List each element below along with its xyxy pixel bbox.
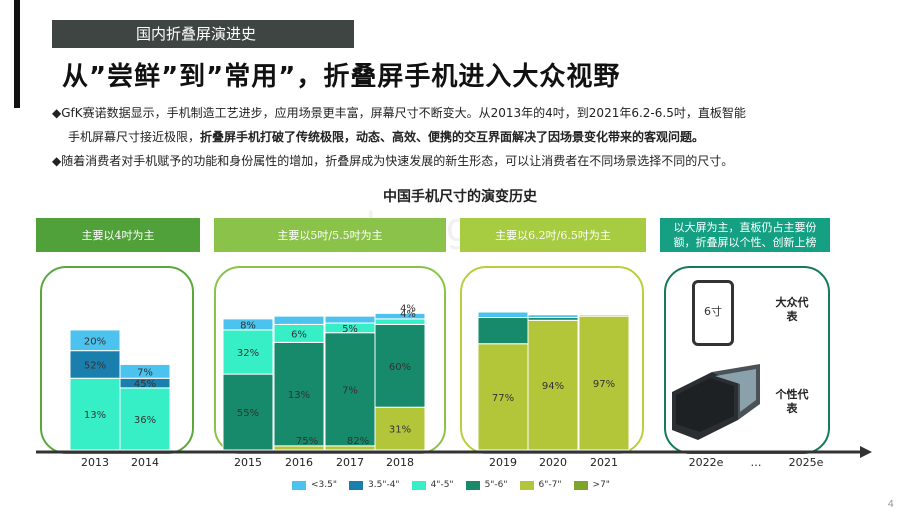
legend-label: 6"-7" — [538, 480, 562, 490]
bars-layer — [69, 311, 630, 451]
x-tick-2014: 2014 — [131, 456, 159, 469]
legend-swatch — [465, 480, 480, 490]
bar-segment-2021-lt3.5 — [578, 314, 630, 317]
personal-representative-label: 个性代表 — [775, 388, 809, 415]
bullet-1-line-1: ◆GfK赛诺数据显示，手机制造工艺进步，应用场景更丰富，屏幕尺寸不断变大。从20… — [52, 106, 746, 120]
legend-item: >7" — [573, 480, 610, 490]
axis-layer: 2013 2014 2015 2016 2017 2018 2019 2020 2021 2022… — [36, 446, 872, 469]
legend-swatch — [349, 480, 363, 490]
group-header-5in: 主要以5吋/5.5吋为主 — [214, 218, 446, 252]
bar-label-2013-lt3.5: 20% — [84, 336, 106, 347]
legend-item: 3.5"-4" — [349, 480, 400, 490]
legend: <3.5" 3.5"-4" 4"-5" 5"-6" 6"-7" >7" — [292, 480, 610, 490]
bar-label-2014-4-5: 36% — [134, 415, 156, 426]
bar-segment-2021-6-7 — [578, 315, 630, 451]
bar-segment-2016-5-6 — [273, 341, 325, 447]
legend-item: 5"-6" — [465, 480, 508, 490]
legend-swatch — [292, 480, 306, 490]
bar-label-2017-6-7: 82% — [347, 436, 369, 447]
bar-segment-2019-6-7 — [477, 343, 529, 451]
bar-segment-2015-4-5 — [222, 329, 274, 375]
legend-swatch — [573, 480, 588, 490]
bullet-1-plain: 手机屏幕尺寸接近极限， — [68, 130, 201, 144]
bar-segment-2019-lt3.5 — [477, 311, 529, 319]
bar-segment-2017-lt3.5 — [324, 315, 376, 324]
legend-label: <3.5" — [311, 480, 337, 490]
legend-item: 6"-7" — [519, 480, 562, 490]
group-header-large: 以大屏为主，直板仍占主要份额，折叠屏以个性、创新上榜 — [660, 218, 830, 252]
bar-label-2013-4-5: 13% — [84, 410, 106, 421]
legend-label: 5"-6" — [484, 480, 508, 490]
bar-segment-2018-lt3.5 — [374, 312, 426, 320]
page-title: 从”尝鲜”到”常用”，折叠屏手机进入大众视野 — [62, 62, 621, 92]
bar-label-2021-6-7: 97% — [593, 379, 615, 390]
bar-segment-2019-5-6 — [477, 317, 529, 345]
x-tick-forecast-0: 2022e — [689, 456, 724, 469]
chart-title: 中国手机尺寸的演变历史 — [383, 189, 537, 205]
x-tick-2013: 2013 — [81, 456, 109, 469]
x-tick-2018: 2018 — [386, 456, 414, 469]
x-tick-forecast-1: … — [751, 456, 762, 469]
bar-label-2013-3.5-4: 52% — [84, 360, 106, 371]
legend-label: 4"-5" — [430, 480, 454, 490]
bar-label-2018-lt3.5: 4% — [400, 303, 416, 314]
legend-item: <3.5" — [292, 480, 337, 490]
x-tick-2017: 2017 — [336, 456, 364, 469]
bar-segment-2013-3.5-4 — [69, 350, 121, 379]
foldable-phone-icon — [672, 364, 760, 440]
bar-label-2018-5-6: 60% — [389, 362, 411, 373]
bar-segment-2018-5-6 — [374, 323, 426, 408]
bar-label-2016-6-7: 75% — [296, 436, 318, 447]
legend-swatch — [519, 480, 534, 490]
bar-segment-2014-lt3.5 — [119, 363, 171, 379]
bar-label-2014-3.5-4: 45% — [134, 379, 156, 390]
bar-segment-2015-lt3.5 — [222, 318, 274, 331]
bar-label-2015-lt3.5: 8% — [240, 320, 256, 331]
bar-label-2016-4-5: 6% — [291, 329, 307, 340]
bar-label-2018-6-7: 31% — [389, 425, 411, 436]
mass-representative-label: 大众代表 — [775, 296, 809, 323]
bar-segment-2016-lt3.5 — [273, 315, 325, 325]
bar-segment-2014-4-5 — [119, 387, 171, 451]
section-tag: 国内折叠屏演进史 — [52, 20, 354, 48]
bar-label-2015-5-6: 55% — [237, 408, 259, 419]
group-header-4in: 主要以4吋为主 — [36, 218, 200, 252]
x-tick-2020: 2020 — [539, 456, 567, 469]
x-axis-arrow — [860, 446, 872, 458]
bar-label-2016-5-6: 13% — [288, 390, 310, 401]
bar-segment-2018-6-7 — [374, 406, 426, 451]
bar-label-2017-4-5: 5% — [342, 324, 358, 335]
bar-segment-2015-5-6 — [222, 373, 274, 451]
bar-segment-2013-4-5 — [69, 377, 121, 451]
legend-label: >7" — [592, 480, 610, 490]
bar-segment-2013-lt3.5 — [69, 329, 121, 352]
bar-label-2015-4-5: 32% — [237, 348, 259, 359]
bar-labels-layer: 13%52%20%36%45%7%55%32%8%75%13%6%82%7%5%… — [84, 303, 615, 446]
legend-swatch — [411, 480, 426, 490]
bullet-1-line-2: 手机屏幕尺寸接近极限，折叠屏手机打破了传统极限，动态、高效、便携的交互界面解决了… — [68, 125, 704, 149]
bar-label-2019-6-7: 77% — [492, 393, 514, 404]
bar-label-2018-4-5: 4% — [400, 309, 416, 320]
x-tick-2015: 2015 — [234, 456, 262, 469]
page-number: 4 — [887, 499, 894, 510]
x-tick-2016: 2016 — [285, 456, 313, 469]
x-tick-2019: 2019 — [489, 456, 517, 469]
bullet-2: ◆随着消费者对手机赋予的功能和身份属性的增加，折叠屏成为快速发展的新生形态，可以… — [52, 154, 734, 168]
bullet-1-bold: 折叠屏手机打破了传统极限，动态、高效、便携的交互界面解决了因场景变化带来的客观问… — [200, 130, 705, 144]
bar-segment-2020-6-7 — [527, 319, 579, 451]
phone-size-label: 6寸 — [704, 305, 722, 318]
left-accent-bar — [14, 0, 20, 108]
bar-segment-2020-lt3.5 — [527, 314, 579, 319]
x-tick-2021: 2021 — [590, 456, 618, 469]
legend-label: 3.5"-4" — [368, 480, 400, 490]
group-header-6in: 主要以6.2吋/6.5吋为主 — [460, 218, 646, 252]
bar-label-2017-5-6: 7% — [342, 385, 358, 396]
phone-icon: 6寸 — [692, 280, 734, 346]
bar-label-2020-6-7: 94% — [542, 381, 564, 392]
legend-item: 4"-5" — [411, 480, 454, 490]
bar-label-2014-lt3.5: 7% — [137, 367, 153, 378]
x-tick-forecast-2: 2025e — [789, 456, 824, 469]
